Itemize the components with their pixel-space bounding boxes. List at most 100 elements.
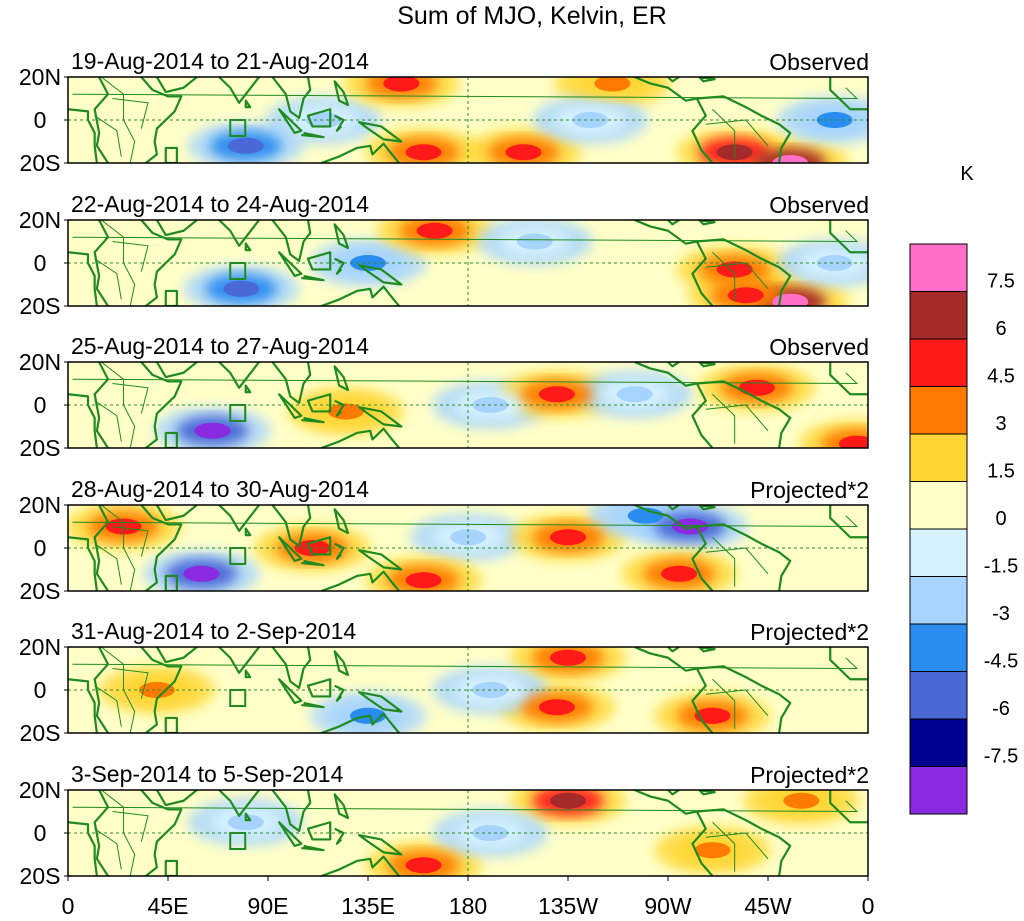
coastline: [140, 505, 183, 591]
country-border: [94, 115, 122, 157]
coastline: [93, 647, 110, 733]
coastline: [306, 251, 332, 271]
anomaly-core: [816, 112, 853, 128]
colorbar-swatch: [909, 576, 968, 625]
colorbar-tick-label: -6: [992, 698, 1010, 720]
coastline: [301, 701, 325, 709]
lon-tick-label: 45W: [744, 893, 792, 919]
anomaly-field: [154, 363, 868, 448]
anomaly-core: [738, 379, 775, 396]
coastline: [140, 647, 183, 733]
colorbar-swatch: [909, 433, 968, 482]
coastline: [334, 827, 345, 845]
coastline: [271, 77, 312, 119]
coastline: [358, 691, 403, 713]
coastline: [140, 362, 183, 448]
panel-status-label: Projected*2: [750, 477, 869, 503]
coastline: [333, 365, 350, 392]
anomaly-core: [772, 155, 809, 163]
anomaly-field: [183, 220, 868, 306]
coastline: [667, 77, 680, 83]
coastline: [306, 536, 332, 556]
anomaly-core: [294, 540, 331, 556]
coastline: [218, 77, 260, 104]
country-border: [112, 811, 149, 842]
coastline: [93, 505, 110, 591]
coastline: [301, 416, 325, 424]
panel-date-range: 19-Aug-2014 to 21-Aug-2014: [71, 48, 369, 74]
country-border: [705, 832, 769, 860]
lon-tick-label: 135W: [538, 893, 598, 919]
coastline: [698, 790, 716, 796]
anomaly-field: [68, 505, 749, 591]
country-border: [112, 241, 149, 272]
coastline: [244, 669, 252, 679]
panel-date-range: 31-Aug-2014 to 2-Sep-2014: [71, 618, 356, 644]
lat-tick-label: 20S: [20, 150, 61, 176]
colorbar-tick-label: 3: [995, 413, 1006, 435]
coastline: [333, 650, 350, 677]
country-border: [94, 828, 122, 870]
coastlines: [68, 790, 868, 876]
colorbar-tick-label: 4.5: [987, 366, 1015, 388]
map-panel: 19-Aug-2014 to 21-Aug-2014 Observed 20N 0 20…: [19, 48, 869, 176]
country-border: [712, 678, 736, 729]
map-panel: 22-Aug-2014 to 24-Aug-2014 Observed 20N 0 20…: [19, 191, 869, 319]
coastline: [155, 77, 198, 94]
anomaly-core: [138, 682, 175, 698]
anomaly-core: [550, 529, 586, 546]
lat-tick-label: 20S: [20, 435, 61, 461]
anomaly-core: [661, 565, 698, 582]
coastline: [634, 77, 698, 102]
coastline: [68, 108, 98, 163]
coastline: [301, 844, 325, 852]
anomaly-core: [727, 287, 764, 304]
colorbar-swatch: [909, 243, 968, 292]
panel-status-label: Observed: [769, 49, 869, 75]
coastline: [320, 427, 400, 448]
coastline: [334, 114, 345, 132]
lat-tick-label: 20S: [20, 863, 61, 889]
coastline: [320, 570, 400, 591]
coastline: [301, 274, 325, 282]
anomaly-core: [383, 77, 420, 92]
colorbar-swatch: [909, 528, 968, 577]
coastline: [691, 525, 714, 591]
lat-tick-label: 0: [34, 392, 47, 418]
coastline: [333, 793, 350, 820]
coastline: [140, 790, 183, 876]
anomaly-field: [98, 647, 771, 733]
lon-tick-label: 135E: [341, 893, 395, 919]
coastline: [667, 647, 680, 653]
colorbar-tick-label: -7.5: [984, 746, 1018, 768]
lat-tick-label: 0: [34, 250, 47, 276]
coastline: [155, 220, 198, 237]
coastline: [155, 790, 198, 807]
lat-tick-label: 20N: [19, 777, 61, 803]
colorbar-swatch: [909, 291, 968, 340]
coastline: [271, 790, 312, 832]
panel-date-range: 25-Aug-2014 to 27-Aug-2014: [71, 333, 369, 359]
coastline: [358, 834, 403, 856]
coastline: [155, 647, 198, 664]
panel-status-label: Projected*2: [750, 619, 869, 645]
coastline: [358, 121, 403, 143]
coastline: [320, 285, 400, 306]
lat-tick-label: 0: [34, 107, 47, 133]
coastline: [698, 77, 716, 83]
lon-tick-label: 0: [862, 893, 875, 919]
country-border: [72, 515, 859, 528]
panel-date-range: 3-Sep-2014 to 5-Sep-2014: [71, 761, 344, 787]
map-panels: 19-Aug-2014 to 21-Aug-2014 Observed 20N 0 20…: [19, 48, 869, 889]
coastline: [634, 647, 698, 672]
colorbar-tick-label: 7.5: [987, 271, 1015, 293]
panel-date-range: 22-Aug-2014 to 24-Aug-2014: [71, 191, 369, 217]
coastline: [698, 505, 716, 511]
anomaly-core: [183, 565, 220, 582]
anomaly-core: [405, 857, 442, 874]
coastline: [93, 790, 110, 876]
anomaly-core: [550, 649, 586, 666]
country-border: [94, 543, 122, 585]
lat-tick-label: 20S: [20, 578, 61, 604]
